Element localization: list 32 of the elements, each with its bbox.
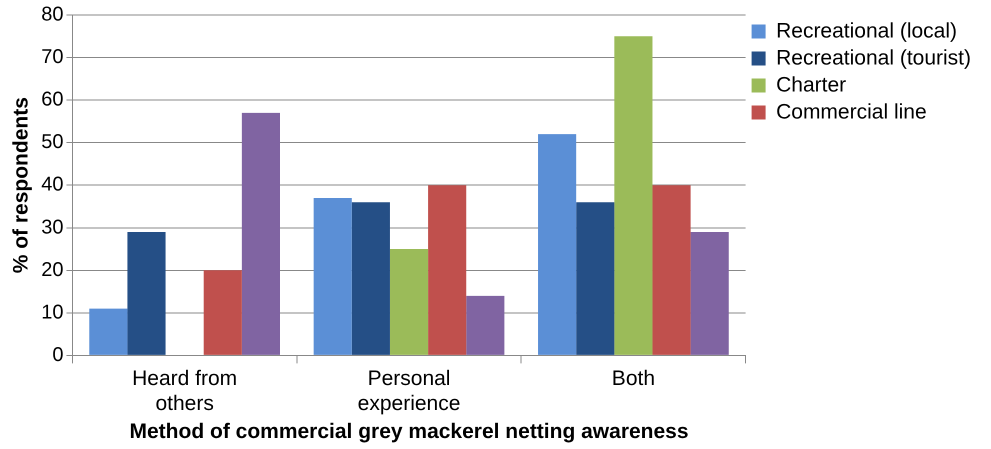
legend-label: Commercial line <box>776 100 927 124</box>
bar <box>466 296 504 355</box>
y-tick-label: 20 <box>41 258 64 281</box>
x-tick-label: Both <box>612 366 656 390</box>
bar <box>204 270 242 355</box>
y-tick-label: 0 <box>52 344 64 366</box>
legend-label: Charter <box>776 73 846 96</box>
y-tick-label: 50 <box>41 131 64 154</box>
x-tick-label: Personal experience <box>358 366 460 415</box>
y-tick-label: 30 <box>41 216 64 238</box>
bar <box>89 308 128 355</box>
y-tick-label: 70 <box>41 46 64 68</box>
y-tick-label: 40 <box>41 174 64 196</box>
bar <box>576 202 614 355</box>
bar <box>690 232 729 355</box>
y-axis-title: % of respondents <box>9 97 32 274</box>
x-tick-label: Heard from others <box>132 366 238 415</box>
bar <box>127 232 166 355</box>
bar <box>242 112 280 355</box>
y-tick-label: 60 <box>41 88 64 111</box>
bar <box>428 185 466 355</box>
bar <box>314 198 352 355</box>
x-axis-title: Method of commercial grey mackerel netting awareness <box>129 420 689 444</box>
legend-label: Recreational (local) <box>776 19 958 42</box>
y-tick-label: 10 <box>41 301 64 324</box>
y-tick-label: 80 <box>41 4 64 26</box>
bar <box>352 202 390 355</box>
bar <box>652 185 691 355</box>
bar <box>614 36 652 355</box>
bar <box>390 249 428 355</box>
bar <box>538 134 576 355</box>
legend-label: Recreational (tourist) <box>776 46 971 70</box>
